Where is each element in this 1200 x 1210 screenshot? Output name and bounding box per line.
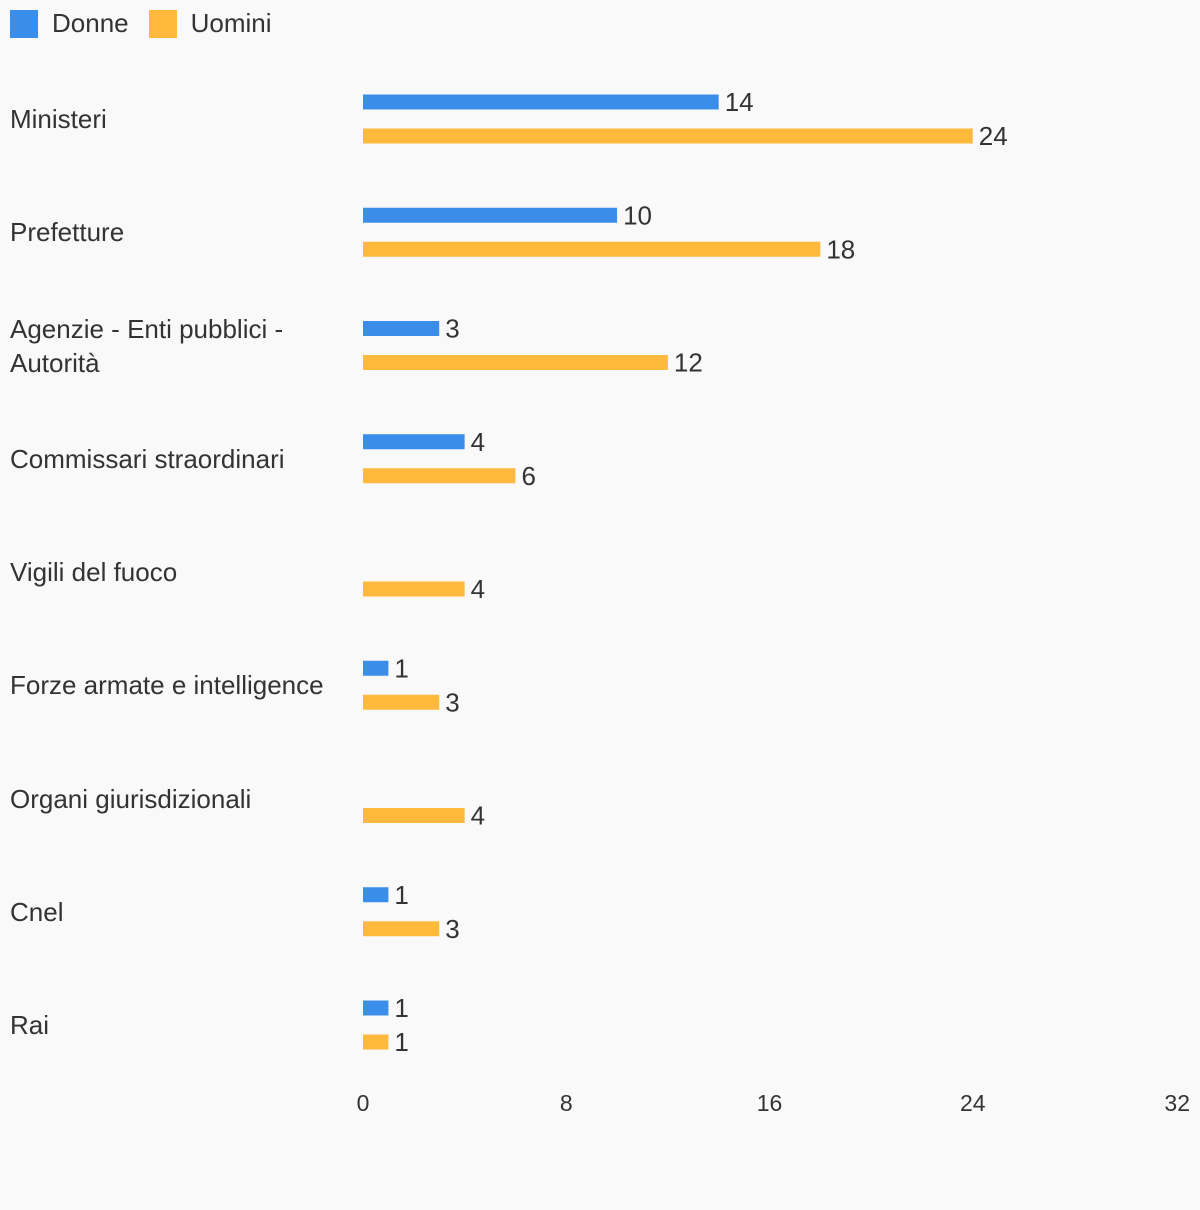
bar-donne[interactable] xyxy=(363,207,618,223)
data-label: 3 xyxy=(445,687,459,717)
data-label: 1 xyxy=(394,653,408,683)
category-label: Prefetture xyxy=(10,217,125,248)
x-tick-label: 8 xyxy=(560,1090,573,1116)
category-label: Rai xyxy=(10,1010,50,1040)
legend-item-donne[interactable]: Donne xyxy=(10,8,129,39)
bar-donne[interactable] xyxy=(363,1000,389,1016)
legend-item-uomini[interactable]: Uomini xyxy=(148,8,272,39)
category-label: Commissari straordinari xyxy=(10,443,285,474)
x-tick-label: 0 xyxy=(357,1090,370,1116)
data-label: 4 xyxy=(471,801,485,831)
data-label: 1 xyxy=(394,880,408,910)
data-label: 1 xyxy=(394,993,408,1023)
x-tick-label: 32 xyxy=(1164,1090,1190,1116)
data-label: 1 xyxy=(394,1027,408,1057)
data-label: 3 xyxy=(445,314,459,344)
legend-swatch-uomini xyxy=(148,9,177,38)
data-label: 24 xyxy=(979,121,1008,151)
bar-uomini[interactable] xyxy=(363,1034,389,1050)
category-label: Agenzie - Enti pubblici - Autorità xyxy=(10,313,284,378)
data-label: 3 xyxy=(445,914,459,944)
bar-donne[interactable] xyxy=(363,321,440,336)
bar-uomini[interactable] xyxy=(363,808,465,823)
category-label: Vigili del fuoco xyxy=(10,557,178,587)
data-label: 4 xyxy=(471,574,485,604)
data-label: 18 xyxy=(826,234,855,264)
category-label: Cnel xyxy=(10,896,64,927)
category-label: Forze armate e intelligence xyxy=(10,670,324,701)
legend: Donne Uomini xyxy=(10,8,292,39)
data-label: 12 xyxy=(674,348,703,378)
bar-uomini[interactable] xyxy=(363,241,821,257)
data-label: 14 xyxy=(725,87,754,117)
legend-label-donne: Donne xyxy=(52,8,129,38)
data-label: 6 xyxy=(521,461,535,491)
data-label: 10 xyxy=(623,200,652,230)
bar-donne[interactable] xyxy=(363,94,719,110)
legend-swatch-donne xyxy=(10,9,38,38)
bar-donne[interactable] xyxy=(363,660,389,676)
x-tick-label: 24 xyxy=(960,1090,986,1116)
bar-uomini[interactable] xyxy=(363,581,465,597)
data-label: 4 xyxy=(471,427,485,457)
category-label: Ministeri xyxy=(10,104,107,134)
bar-donne[interactable] xyxy=(363,434,465,450)
bar-donne[interactable] xyxy=(363,887,389,903)
category-label: Organi giurisdizionali xyxy=(10,783,252,814)
bar-uomini[interactable] xyxy=(363,355,668,370)
legend-label-uomini: Uomini xyxy=(190,8,272,38)
bar-uomini[interactable] xyxy=(363,128,973,144)
bar-uomini[interactable] xyxy=(363,921,440,937)
bar-uomini[interactable] xyxy=(363,468,516,484)
bar-uomini[interactable] xyxy=(363,694,440,710)
x-tick-label: 16 xyxy=(757,1090,783,1116)
